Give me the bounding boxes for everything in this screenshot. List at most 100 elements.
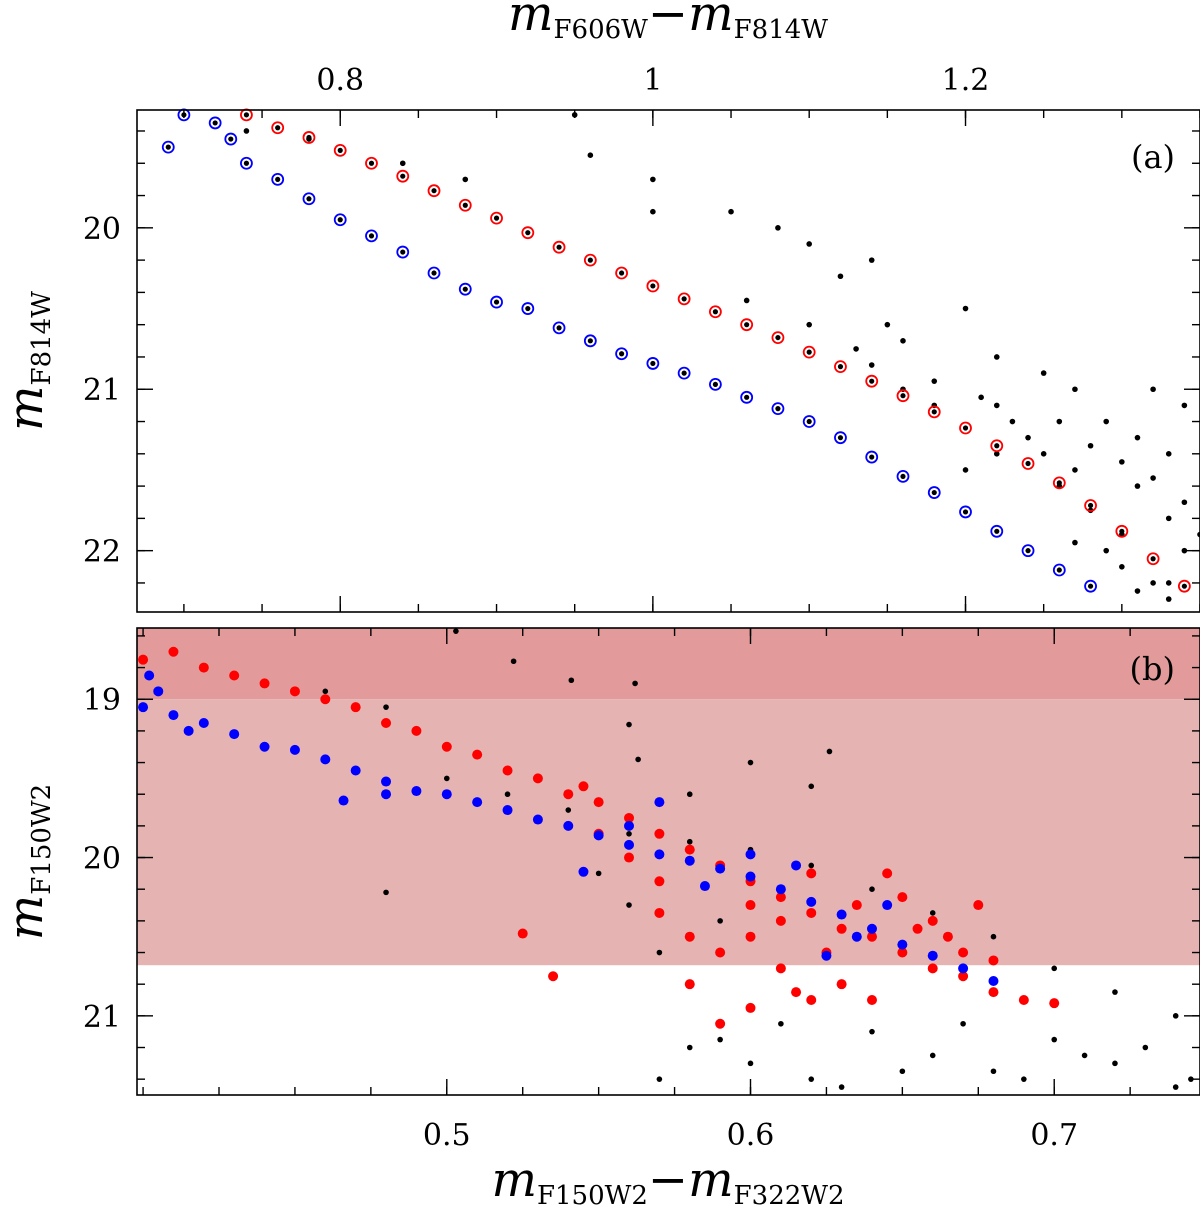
point-core — [493, 299, 500, 305]
point — [229, 670, 240, 681]
point — [834, 431, 847, 445]
point — [1021, 457, 1035, 470]
band-0 — [137, 628, 1200, 700]
panel-b-ylabel-sub: F150W2 — [27, 784, 57, 895]
point — [684, 844, 695, 855]
point-ring — [208, 116, 222, 130]
point — [656, 949, 663, 956]
point — [1181, 499, 1188, 506]
point — [1103, 547, 1110, 554]
point — [458, 282, 472, 296]
point-core — [900, 393, 906, 399]
point — [1052, 476, 1066, 490]
point — [1165, 515, 1172, 522]
point — [532, 773, 543, 784]
point — [259, 741, 270, 752]
panel-b-ticks: 0.5 0.6 0.7 19 20 21 — [83, 628, 1200, 1153]
point-core — [243, 112, 250, 118]
point — [198, 662, 209, 673]
point — [993, 451, 1000, 457]
point — [381, 717, 392, 728]
point — [1134, 434, 1141, 441]
point — [717, 1036, 723, 1043]
point-ring — [333, 143, 347, 157]
point — [740, 390, 754, 404]
point — [1084, 579, 1097, 593]
point-core — [681, 296, 687, 302]
series-all-stars — [261, 628, 1194, 1090]
point-core — [931, 489, 937, 496]
point-ring — [646, 357, 660, 370]
point — [338, 795, 349, 806]
point — [990, 439, 1004, 453]
point-ring — [552, 240, 566, 254]
panel-b-xlabel-m2: m — [688, 1152, 734, 1208]
point-core — [962, 425, 969, 431]
point-ring — [802, 345, 816, 359]
point-ring — [271, 173, 285, 186]
panel-a-frame — [136, 109, 1200, 613]
point — [271, 121, 285, 135]
point — [168, 710, 179, 721]
point — [775, 963, 786, 974]
point — [1084, 499, 1097, 512]
series-all-stars — [243, 112, 1200, 602]
point-core — [744, 394, 750, 400]
point-core — [306, 196, 312, 202]
point-ring — [771, 331, 785, 344]
point-core — [525, 305, 531, 312]
x-tick-label: 0.8 — [316, 63, 364, 98]
y-tick-label: 22 — [83, 535, 121, 570]
point — [896, 389, 910, 403]
panel-a-points — [161, 108, 1200, 602]
point — [838, 1084, 845, 1090]
point — [635, 756, 641, 763]
point-core — [587, 338, 593, 344]
point-core — [744, 322, 750, 328]
point — [821, 950, 832, 961]
point — [1009, 418, 1016, 425]
point — [927, 950, 938, 961]
point — [745, 931, 756, 942]
point — [1177, 579, 1191, 593]
point — [962, 305, 969, 312]
point-core — [806, 349, 812, 355]
point-core — [337, 147, 343, 153]
point-core — [806, 418, 812, 425]
point — [383, 704, 389, 710]
point — [806, 995, 817, 1006]
point-core — [931, 409, 937, 415]
point-ring — [1084, 499, 1097, 512]
panel-b-xlabel-m1: m — [491, 1152, 537, 1208]
point — [1172, 1084, 1179, 1090]
point — [472, 749, 483, 760]
point — [624, 839, 635, 850]
point — [958, 963, 969, 974]
point — [350, 765, 361, 776]
point — [745, 871, 756, 882]
point — [993, 354, 1000, 360]
point-core — [1056, 567, 1062, 573]
point-core — [650, 283, 656, 289]
point-core — [400, 249, 406, 255]
point — [381, 789, 392, 800]
point — [1150, 475, 1156, 481]
point-ring — [396, 169, 410, 183]
point — [1103, 418, 1110, 425]
point-ring — [1177, 579, 1191, 593]
point-ring — [708, 378, 722, 391]
point — [988, 976, 999, 987]
point — [462, 176, 469, 183]
point — [1072, 539, 1078, 546]
point-core — [1181, 583, 1187, 589]
point — [243, 128, 250, 134]
y-tick-label: 20 — [83, 212, 121, 247]
point-core — [775, 334, 781, 341]
point — [568, 677, 575, 684]
panel-a-xlabel-sep: − — [648, 0, 688, 42]
point — [1040, 370, 1047, 376]
point — [144, 670, 155, 681]
point-ring — [240, 156, 253, 170]
point — [1052, 563, 1066, 577]
panel-b-ylabel: mF150W2 — [0, 784, 57, 940]
